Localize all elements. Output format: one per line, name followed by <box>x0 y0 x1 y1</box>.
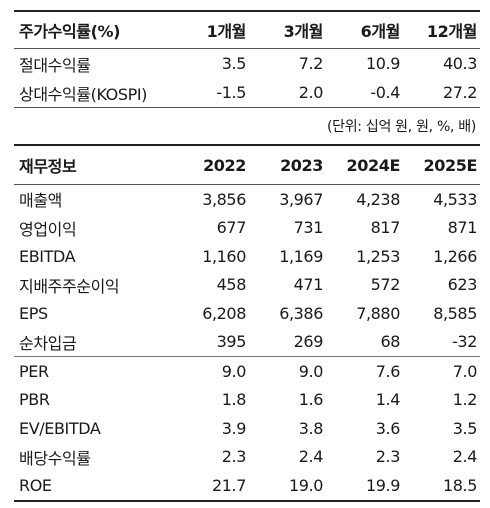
financials-header-2023: 2023 <box>249 144 326 185</box>
cell-value: 3,856 <box>202 189 246 209</box>
cell-value: 2.3 <box>375 447 401 467</box>
financials-header-title: 재무정보 <box>14 144 172 185</box>
returns-header-3m: 3개월 <box>249 10 326 49</box>
cell-value: 27.2 <box>403 78 480 108</box>
returns-header-title: 주가수익률(%) <box>14 10 172 49</box>
cell-value: 6,208 <box>202 303 246 323</box>
cell-value: 9.0 <box>172 356 249 386</box>
cell-value: 3.5 <box>452 418 478 438</box>
table-row: 배당수익률 2.3 2.4 2.3 2.4 <box>14 443 480 472</box>
financials-table: 재무정보 2022 2023 2024E 2025E 매출액 3,856 3,967… <box>14 144 480 502</box>
cell-value: 3,967 <box>279 189 323 209</box>
cell-value: 68 <box>380 332 400 352</box>
cell-value: 471 <box>293 275 324 295</box>
cell-value: 10.9 <box>365 54 400 73</box>
cell-value: 1.4 <box>375 390 401 410</box>
cell-value: 731 <box>293 218 324 238</box>
financials-body: 매출액 3,856 3,967 4,238 4,533 영업이익 677 731 817 871 E… <box>14 185 480 502</box>
returns-header-6m: 6개월 <box>326 10 403 49</box>
row-label: ROE <box>14 471 172 502</box>
unit-note: (단위: 십억 원, 원, %, 배) <box>326 119 476 135</box>
cell-value: 458 <box>216 275 247 295</box>
row-label: PER <box>14 356 172 386</box>
row-label: EV/EBITDA <box>19 418 101 438</box>
cell-value: 2.4 <box>298 447 324 467</box>
cell-value: 1.6 <box>298 390 324 410</box>
cell-value: 817 <box>370 218 401 238</box>
cell-value: 8,585 <box>433 303 477 323</box>
cell-value: 7.0 <box>403 356 480 386</box>
cell-value: 6,386 <box>279 303 323 323</box>
cell-value: 4,238 <box>356 189 400 209</box>
financials-header-row: 재무정보 2022 2023 2024E 2025E <box>14 144 480 185</box>
table-row: 순차입금 395 269 68 -32 <box>14 328 480 357</box>
table-row: 상대수익률(KOSPI) -1.5 2.0 -0.4 27.2 <box>14 78 480 108</box>
table-row: EPS 6,208 6,386 7,880 8,585 <box>14 299 480 328</box>
table-row: PBR 1.8 1.6 1.4 1.2 <box>14 386 480 415</box>
cell-value: 7.6 <box>326 356 403 386</box>
cell-value: 3.8 <box>298 418 324 438</box>
cell-value: 7,880 <box>356 303 400 323</box>
cell-value: 623 <box>447 275 478 295</box>
cell-value: 1,160 <box>202 246 246 266</box>
returns-header-1m: 1개월 <box>172 10 249 49</box>
cell-value: 3.5 <box>221 54 247 73</box>
cell-value: 572 <box>370 275 401 295</box>
cell-value: 3.9 <box>221 418 247 438</box>
cell-value: 7.2 <box>298 54 324 73</box>
cell-value: 1,253 <box>356 246 400 266</box>
financials-header-2024e: 2024E <box>326 144 403 185</box>
cell-value: 3.6 <box>375 418 401 438</box>
table-row: ROE 21.7 19.0 19.9 18.5 <box>14 471 480 502</box>
cell-value: 2.3 <box>221 447 247 467</box>
financials-header-2022: 2022 <box>172 144 249 185</box>
cell-value: 19.0 <box>249 471 326 502</box>
cell-value: 18.5 <box>403 471 480 502</box>
returns-table: 주가수익률(%) 1개월 3개월 6개월 12개월 절대수익률 3.5 7.2 … <box>14 10 480 144</box>
cell-value: -32 <box>452 332 477 352</box>
cell-value: 21.7 <box>172 471 249 502</box>
cell-value: 871 <box>447 218 478 238</box>
cell-value: 2.0 <box>249 78 326 108</box>
row-label: EPS <box>19 303 48 323</box>
row-label: EBITDA <box>19 246 76 266</box>
cell-value: 19.9 <box>326 471 403 502</box>
table-row: EBITDA 1,160 1,169 1,253 1,266 <box>14 242 480 271</box>
row-label: 절대수익률 <box>19 55 91 75</box>
returns-header-12m: 12개월 <box>403 10 480 49</box>
row-label: 매출액 <box>19 191 62 211</box>
unit-note-row: (단위: 십억 원, 원, %, 배) <box>14 108 480 145</box>
table-row: PER 9.0 9.0 7.6 7.0 <box>14 356 480 386</box>
cell-value: 9.0 <box>249 356 326 386</box>
row-label: 순차입금 <box>19 333 77 353</box>
cell-value: 1,169 <box>279 246 323 266</box>
row-label: 영업이익 <box>19 219 77 239</box>
cell-value: 677 <box>216 218 247 238</box>
table-row: 영업이익 677 731 817 871 <box>14 214 480 243</box>
financial-summary: 주가수익률(%) 1개월 3개월 6개월 12개월 절대수익률 3.5 7.2 … <box>14 10 480 502</box>
cell-value: 40.3 <box>442 54 477 73</box>
row-label: PBR <box>19 390 50 410</box>
table-row: EV/EBITDA 3.9 3.8 3.6 3.5 <box>14 414 480 443</box>
table-row: 절대수익률 3.5 7.2 10.9 40.3 <box>14 49 480 79</box>
table-row: 지배주주순이익 458 471 572 623 <box>14 271 480 300</box>
cell-value: 1.8 <box>221 390 247 410</box>
cell-value: 4,533 <box>433 189 477 209</box>
cell-value: 1.2 <box>452 390 478 410</box>
returns-header-row: 주가수익률(%) 1개월 3개월 6개월 12개월 <box>14 10 480 49</box>
row-label: 배당수익률 <box>19 448 91 468</box>
cell-value: 1,266 <box>433 246 477 266</box>
cell-value: 269 <box>293 332 324 352</box>
cell-value: -0.4 <box>326 78 403 108</box>
financials-header-2025e: 2025E <box>403 144 480 185</box>
cell-value: -1.5 <box>172 78 249 108</box>
cell-value: 2.4 <box>452 447 478 467</box>
table-row: 매출액 3,856 3,967 4,238 4,533 <box>14 185 480 214</box>
row-label: 상대수익률(KOSPI) <box>14 78 172 108</box>
row-label: 지배주주순이익 <box>19 276 120 296</box>
cell-value: 395 <box>216 332 247 352</box>
